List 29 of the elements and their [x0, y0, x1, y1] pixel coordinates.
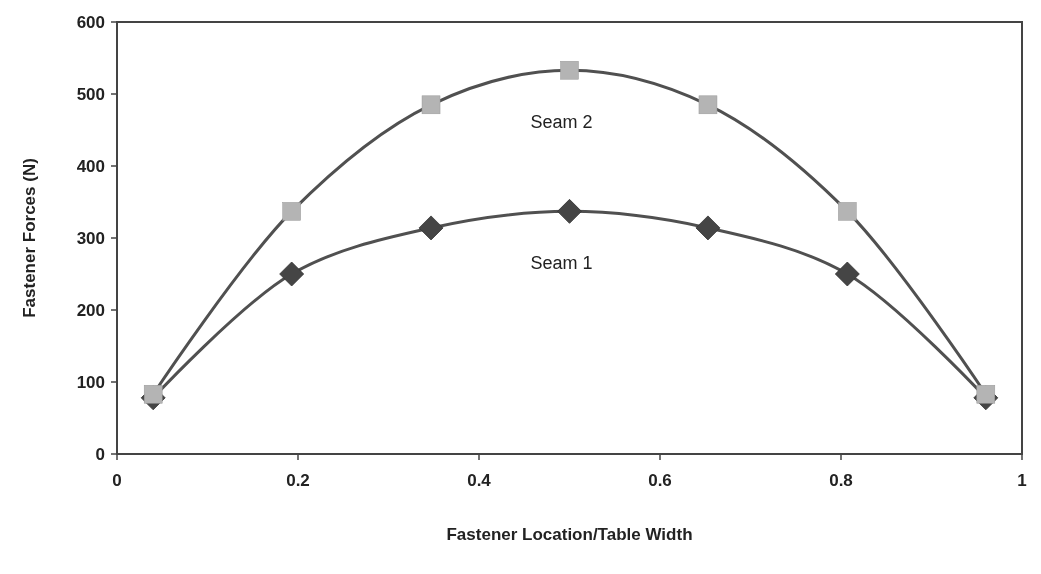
- point: [698, 95, 718, 115]
- point: [421, 95, 441, 115]
- point: [282, 202, 301, 221]
- point: [838, 202, 857, 221]
- x-tick-label: 0.8: [829, 471, 853, 490]
- point: [976, 384, 996, 404]
- point: [418, 215, 444, 241]
- y-tick-label: 0: [95, 444, 105, 464]
- point: [279, 261, 305, 287]
- x-tick-label: 0.2: [286, 471, 310, 490]
- x-axis-title: Fastener Location/Table Width: [446, 525, 693, 544]
- point: [143, 384, 163, 404]
- point: [560, 60, 579, 80]
- point: [695, 215, 721, 241]
- y-axis-title: Fastener Forces (N): [20, 158, 39, 318]
- x-tick-label: 0.6: [648, 471, 672, 490]
- y-tick-label: 300: [76, 228, 105, 248]
- y-tick-label: 200: [76, 300, 105, 320]
- text: Seam 1: [530, 253, 593, 274]
- y-tick-label: 600: [76, 12, 105, 32]
- point: [557, 198, 582, 224]
- y-tick-label: 400: [76, 156, 105, 176]
- point: [834, 261, 860, 287]
- x-tick-label: 0.4: [467, 471, 492, 490]
- y-tick-label: 100: [76, 372, 105, 392]
- series-label: Seam 2: [530, 112, 593, 133]
- x-tick-label: 0: [112, 471, 122, 490]
- x-tick-label: 1: [1017, 471, 1027, 490]
- y-tick-label: 500: [76, 84, 105, 104]
